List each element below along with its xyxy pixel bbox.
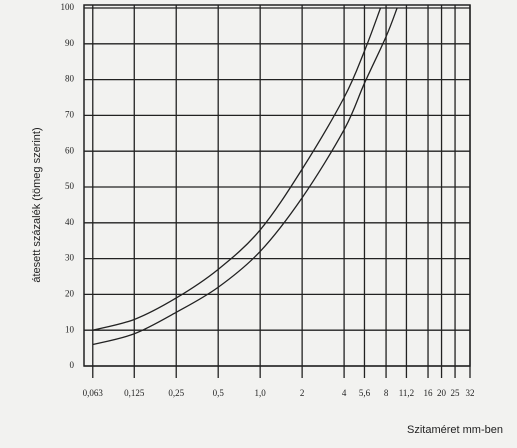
x-axis-label: Szitaméret mm-ben <box>407 424 503 436</box>
x-tick-label: 1,0 <box>255 388 267 398</box>
x-tick-label: 4 <box>342 388 347 398</box>
y-tick-label: 50 <box>65 181 75 191</box>
x-tick-label: 0,25 <box>168 388 184 398</box>
x-tick-label: 25 <box>451 388 461 398</box>
y-tick-label: 10 <box>65 324 75 334</box>
y-tick-label: 80 <box>65 74 75 84</box>
x-tick-label: 16 <box>424 388 434 398</box>
y-tick-label: 0 <box>70 360 75 370</box>
y-tick-label: 60 <box>65 145 75 155</box>
x-tick-label: 32 <box>466 388 475 398</box>
y-tick-label: 40 <box>65 217 75 227</box>
x-tick-label: 0,063 <box>83 388 104 398</box>
y-tick-label: 70 <box>65 109 75 119</box>
x-tick-label: 5,6 <box>359 388 371 398</box>
plot-frame <box>83 4 471 367</box>
y-axis-label: átesett százalék (tömeg szerint) <box>31 127 43 282</box>
x-tick-label: 0,5 <box>213 388 225 398</box>
y-tick-label: 90 <box>65 38 75 48</box>
x-tick-label: 11,2 <box>399 388 414 398</box>
x-tick-label: 8 <box>384 388 389 398</box>
x-tick-label: 2 <box>300 388 305 398</box>
y-tick-label: 20 <box>65 288 75 298</box>
grading-curve <box>92 7 382 331</box>
x-tick-label: 20 <box>437 388 447 398</box>
y-tick-label: 30 <box>65 253 75 263</box>
x-tick-label: 0,125 <box>124 388 145 398</box>
grading-curve <box>92 7 398 346</box>
y-tick-label: 100 <box>61 2 75 12</box>
